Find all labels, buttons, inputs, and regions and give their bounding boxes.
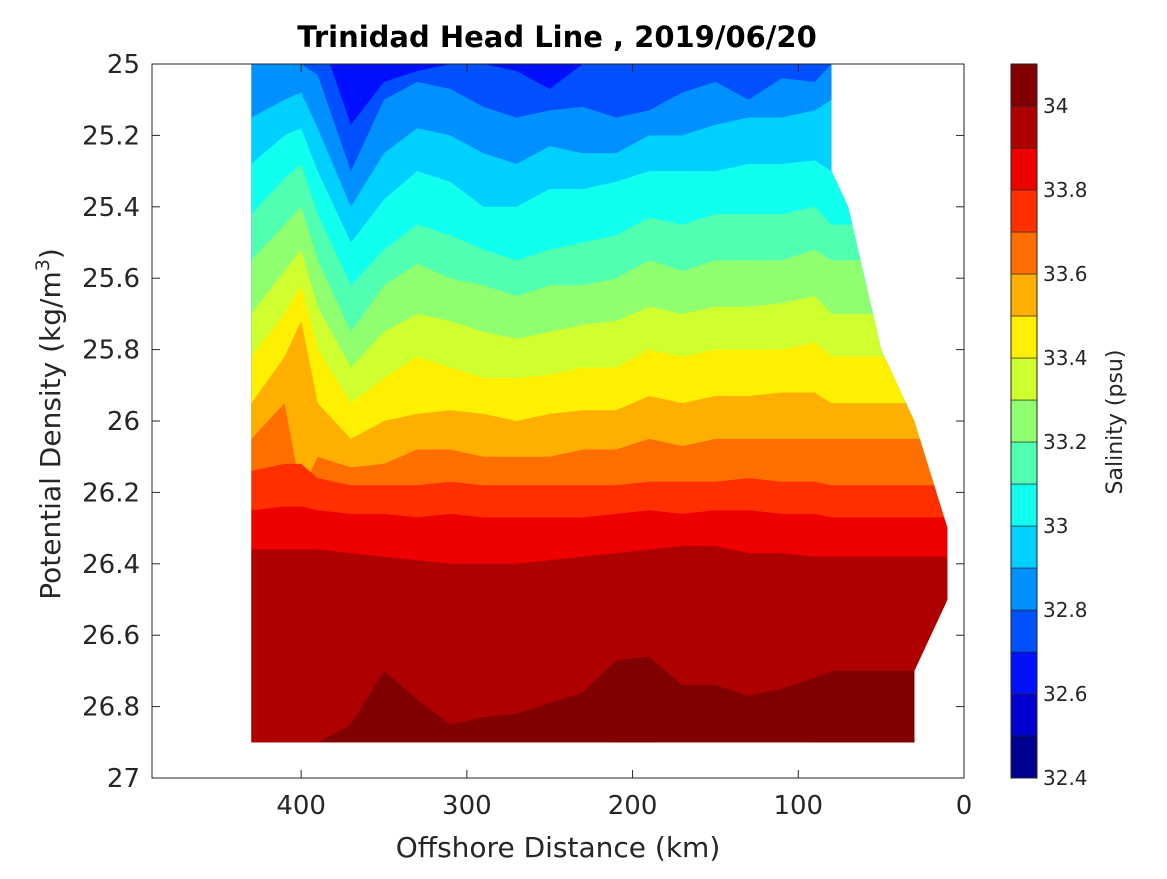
y-tick-label: 26.6 bbox=[82, 621, 140, 651]
y-tick-label: 25 bbox=[107, 50, 140, 80]
x-tick-label: 100 bbox=[773, 791, 823, 821]
colorbar-segment bbox=[1010, 483, 1038, 527]
colorbar: 32.4 32.6 32.8 33 33.2 33.4 33.6 33.8 34 bbox=[1010, 63, 1088, 790]
y-axis-label-superscript: 3 bbox=[32, 259, 54, 271]
colorbar-segment bbox=[1010, 525, 1038, 569]
colorbar-segment bbox=[1010, 693, 1038, 737]
y-tick-label: 26 bbox=[107, 407, 140, 437]
axes: 400 300 200 100 0 25 25.2 25.4 25.6 25.8 26 26.2 26.… bbox=[82, 50, 972, 821]
colorbar-segment bbox=[1010, 357, 1038, 401]
y-axis-label-close: ) bbox=[34, 248, 67, 259]
x-tick-label: 400 bbox=[276, 791, 326, 821]
colorbar-segment bbox=[1010, 399, 1038, 443]
y-tick-label: 25.6 bbox=[82, 264, 140, 294]
colorbar-segment bbox=[1010, 147, 1038, 191]
contour-band bbox=[251, 656, 948, 743]
colorbar-frame bbox=[1010, 63, 1038, 779]
x-tick-label: 0 bbox=[956, 791, 973, 821]
x-tick-label: 300 bbox=[442, 791, 492, 821]
colorbar-segment bbox=[1010, 735, 1038, 779]
colorbar-tick-label: 33 bbox=[1043, 514, 1068, 538]
y-axis-label-base: Potential Density (kg/m bbox=[34, 271, 67, 600]
y-tick-label: 25.4 bbox=[82, 193, 140, 223]
y-tick-label: 25.2 bbox=[82, 121, 140, 151]
contour-bands bbox=[251, 64, 948, 743]
colorbar-tick-label: 33.6 bbox=[1043, 262, 1088, 286]
colorbar-tick-label: 32.4 bbox=[1043, 766, 1088, 790]
plot-area bbox=[251, 64, 948, 743]
y-tick-label: 26.8 bbox=[82, 693, 140, 723]
y-tick-label: 26.2 bbox=[82, 478, 140, 508]
colorbar-segment bbox=[1010, 609, 1038, 653]
colorbar-segment bbox=[1010, 231, 1038, 275]
y-tick-label: 26.4 bbox=[82, 550, 140, 580]
y-tick-label: 27 bbox=[107, 764, 140, 794]
colorbar-tick-label: 34 bbox=[1043, 94, 1068, 118]
y-tick-label: 25.8 bbox=[82, 336, 140, 366]
chart-title: Trinidad Head Line , 2019/06/20 bbox=[297, 20, 817, 54]
colorbar-segment bbox=[1010, 105, 1038, 149]
x-tick-label: 200 bbox=[608, 791, 658, 821]
colorbar-tick-label: 33.4 bbox=[1043, 346, 1088, 370]
colorbar-segment bbox=[1010, 189, 1038, 233]
colorbar-label: Salinity (psu) bbox=[1103, 350, 1128, 495]
colorbar-tick-label: 33.8 bbox=[1043, 178, 1088, 202]
colorbar-segment bbox=[1010, 651, 1038, 695]
y-axis-label: Potential Density (kg/m3) bbox=[32, 248, 67, 600]
colorbar-segment bbox=[1010, 273, 1038, 317]
colorbar-segment bbox=[1010, 441, 1038, 485]
colorbar-segment bbox=[1010, 315, 1038, 359]
colorbar-tick-label: 33.2 bbox=[1043, 430, 1088, 454]
colorbar-tick-label: 32.6 bbox=[1043, 682, 1088, 706]
colorbar-segment bbox=[1010, 567, 1038, 611]
x-axis-label: Offshore Distance (km) bbox=[396, 831, 721, 864]
colorbar-tick-label: 32.8 bbox=[1043, 598, 1088, 622]
colorbar-segment bbox=[1010, 63, 1038, 107]
